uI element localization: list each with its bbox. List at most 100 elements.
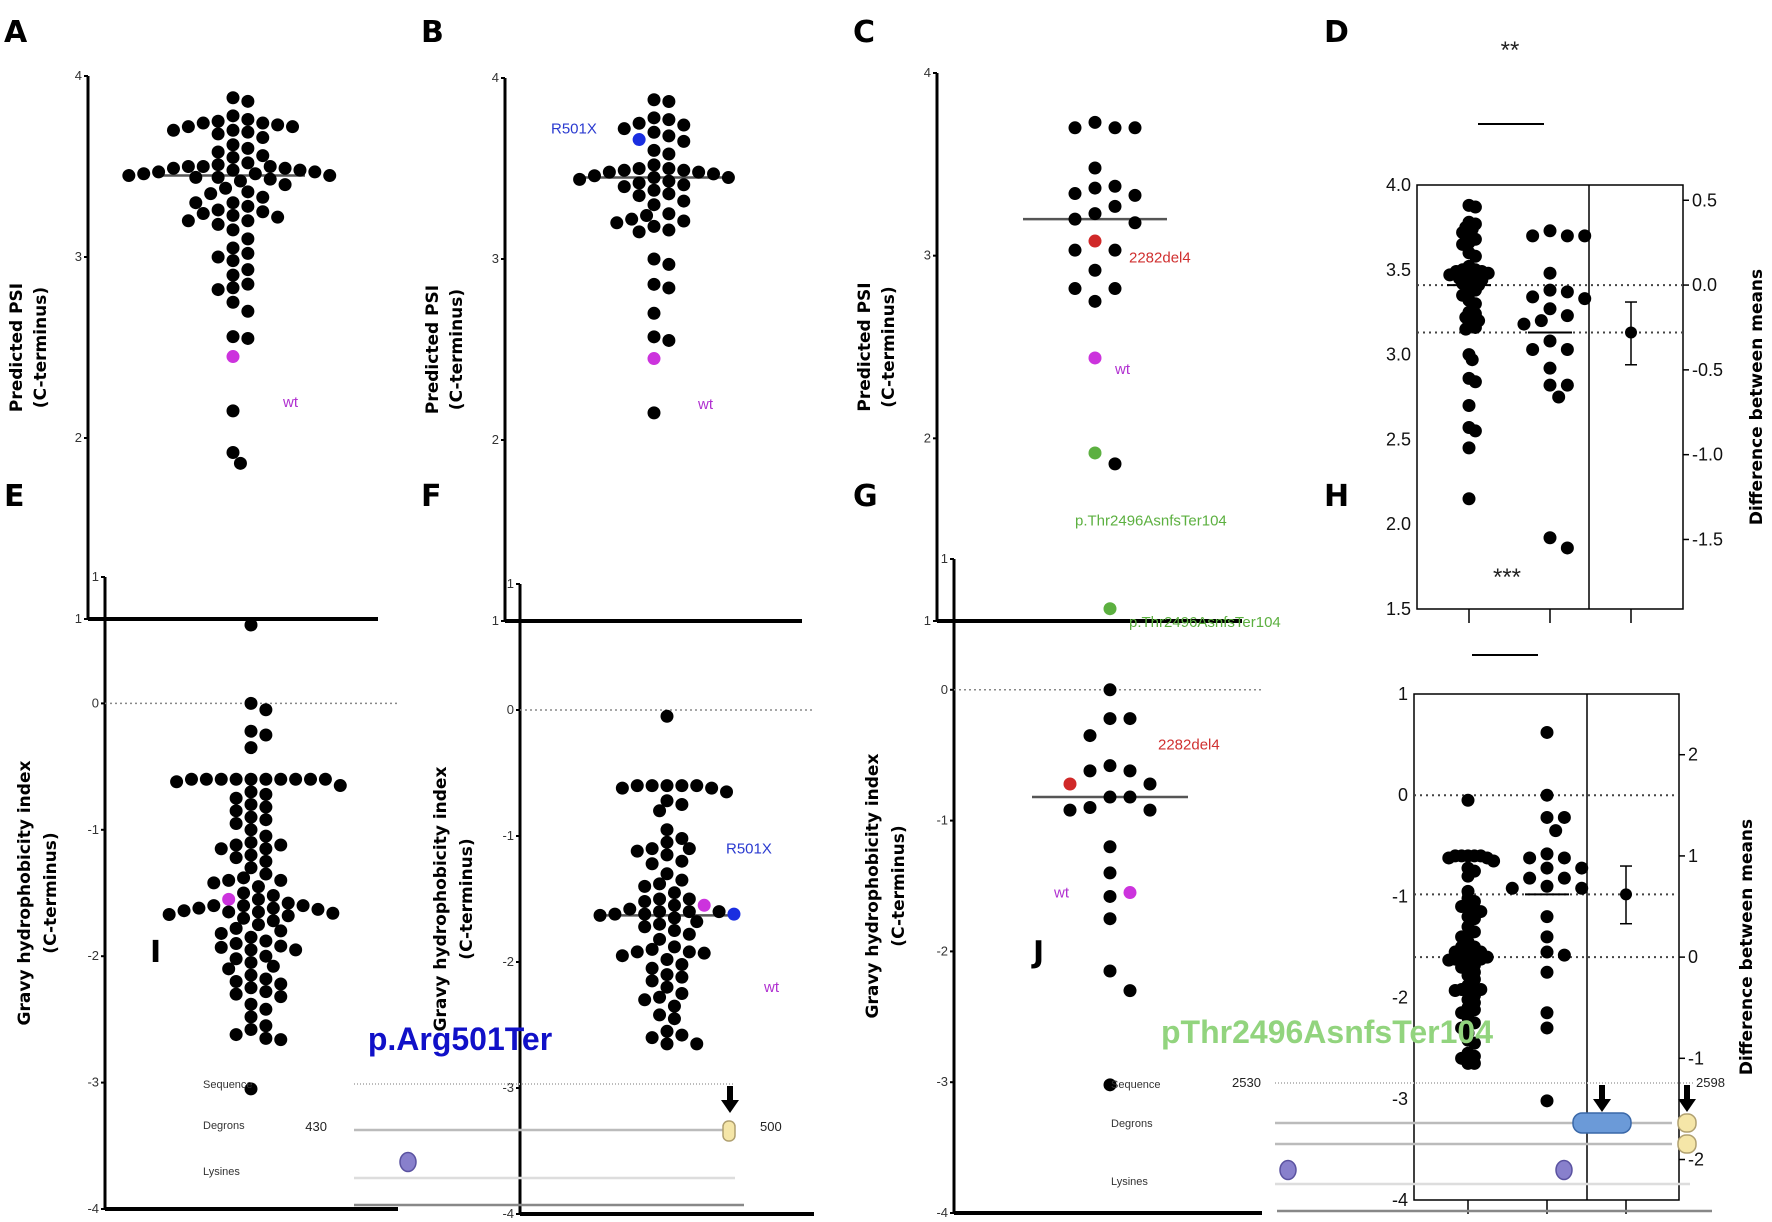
data-point [1468,249,1482,263]
data-point [1063,803,1077,817]
data-point [647,406,661,420]
data-point [192,901,206,915]
data-point [660,794,674,808]
data-point [266,959,280,973]
data-point [122,169,136,183]
panel-letter: J [1031,935,1044,970]
data-point [1108,457,1122,471]
data-point [229,974,243,988]
data-point [647,306,661,320]
right-tick-label: -1.5 [1692,529,1723,549]
data-point [1540,945,1554,959]
data-point [667,898,681,912]
data-point [1543,378,1557,392]
data-point [244,956,258,970]
data-point [226,163,240,177]
data-point [229,851,243,865]
mutation-title: pThr2496AsnfsTer104 [1161,1014,1493,1050]
data-point [1068,187,1082,201]
data-point [244,835,258,849]
data-point [263,160,277,173]
highlighted-data-point [1088,446,1102,460]
panel-e: E -4 -3 -2 -1 0 1 Gravy hydrophobicity index (C-… [4,479,398,1216]
y-tick-label: 3.0 [1386,345,1411,365]
data-point [682,892,696,906]
panel-letter: F [421,479,442,514]
data-point [675,854,689,868]
y-tick-label: 2 [492,432,499,447]
data-point [1068,121,1082,135]
y-tick-label: 3 [492,251,499,266]
data-point [1552,390,1566,404]
data-point [660,980,674,994]
data-point [1455,900,1469,914]
y-tick-label: -4 [1392,1190,1408,1210]
degron-marker [1572,1112,1632,1134]
data-point [645,961,659,975]
data-point [244,724,258,738]
data-point [660,968,674,982]
arrow-down-icon [1678,1099,1696,1112]
data-point [241,112,255,126]
data-point [214,772,228,786]
data-point [1557,948,1571,962]
panel-letter: C [853,15,875,50]
data-point [281,896,295,910]
data-point [660,823,674,837]
data-point [1103,759,1117,773]
data-point [308,165,322,179]
data-point [1543,302,1557,316]
data-point [1557,810,1571,824]
y-tick-label: 2.5 [1386,429,1411,449]
panel-letter: B [421,15,444,50]
point-annotation: 2282del4 [1129,249,1191,266]
data-point [677,118,691,132]
data-point [263,172,277,186]
sequence-end-position: 500 [760,1119,782,1134]
track-row-label: Degrons [203,1120,245,1132]
data-point [632,116,646,130]
data-point [226,330,240,344]
data-point [1523,851,1537,865]
highlighted-data-point [1103,602,1117,616]
data-point [1088,115,1102,129]
data-point [660,952,674,966]
lysine-marker [399,1151,417,1173]
panel-letter: I [150,935,161,970]
data-point [1088,263,1102,277]
data-point [211,203,225,217]
data-point [1088,294,1102,308]
y-tick-label: -1 [1392,886,1408,906]
right-tick-label: 0 [1688,947,1698,967]
data-point [207,899,221,913]
data-point [630,945,644,959]
data-point [625,212,639,226]
data-point [647,158,661,172]
panel-c: C 1 2 3 4 Predicted PSI (C-terminus) 2282del4 wt… [853,15,1242,628]
data-point [226,445,240,459]
highlighted-data-point [632,133,646,147]
highlighted-data-point [727,907,741,921]
point-annotation: p.Thr2496AsnfsTer104 [1075,513,1227,530]
data-point [274,1033,288,1047]
data-point [675,958,689,972]
data-point [1108,121,1122,135]
data-point [632,162,646,175]
data-point [237,899,251,913]
highlighted-data-point [697,898,711,912]
data-point [720,785,734,799]
data-point [660,1024,674,1038]
y-axis-label: (C-terminus) [41,832,61,953]
data-point [667,886,681,900]
data-point [647,111,661,125]
data-point [1083,764,1097,778]
data-point [1549,824,1563,838]
data-point [271,210,285,224]
data-point [323,169,337,183]
data-point [241,156,255,170]
significance-marker: *** [1493,564,1521,591]
data-point [608,907,622,921]
data-point [259,829,273,843]
data-point [1560,229,1574,243]
